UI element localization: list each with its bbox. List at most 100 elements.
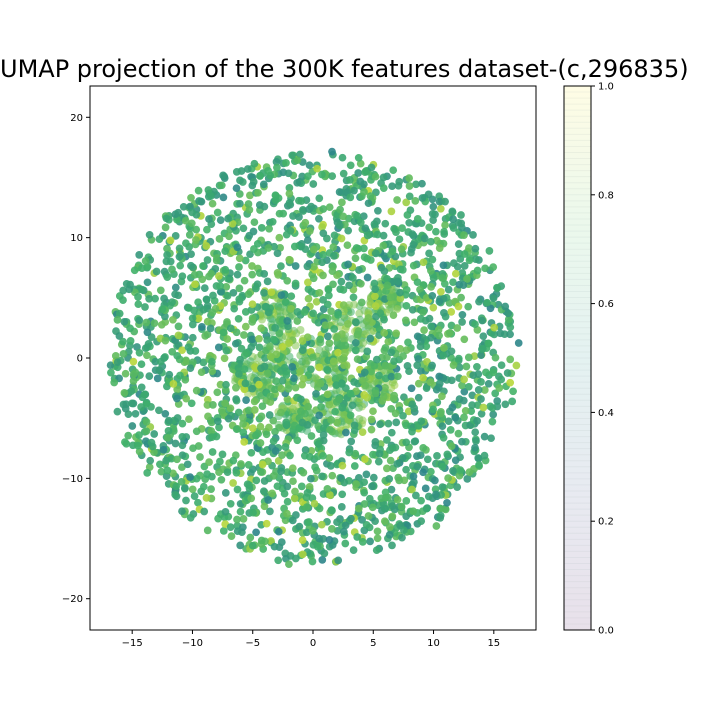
scatter-point (440, 279, 449, 288)
scatter-point (142, 427, 151, 436)
scatter-point (444, 474, 452, 482)
scatter-point (370, 361, 379, 370)
scatter-point (402, 198, 411, 207)
scatter-point (301, 218, 310, 227)
scatter-point (213, 208, 222, 217)
scatter-point (203, 330, 212, 339)
scatter-point (334, 348, 342, 357)
scatter-point (393, 305, 402, 313)
scatter-point (171, 490, 180, 499)
scatter-point (362, 470, 371, 479)
scatter-point (309, 245, 318, 254)
scatter-point (419, 308, 427, 317)
scatter-point (277, 538, 286, 546)
scatter-point (248, 424, 257, 433)
scatter-point (248, 270, 257, 279)
scatter-point (143, 278, 152, 287)
scatter-point (113, 358, 122, 367)
scatter-point (273, 249, 282, 258)
scatter-point (293, 436, 302, 445)
scatter-point (181, 375, 190, 384)
scatter-point (142, 417, 151, 426)
scatter-point (440, 344, 448, 352)
scatter-point (160, 294, 168, 303)
scatter-point (427, 237, 435, 246)
scatter-point (315, 411, 323, 420)
scatter-point (346, 389, 355, 398)
scatter-point (384, 419, 393, 428)
scatter-point (245, 206, 254, 214)
scatter-point (358, 538, 367, 546)
scatter-point (341, 539, 350, 548)
scatter-point (260, 502, 269, 511)
scatter-point (283, 482, 292, 491)
scatter-point (454, 354, 463, 363)
scatter-point (219, 193, 228, 202)
scatter-point (235, 263, 243, 271)
scatter-point (284, 384, 293, 393)
scatter-point (163, 433, 172, 442)
scatter-point (178, 451, 187, 460)
scatter-point (140, 390, 149, 399)
scatter-point (289, 212, 297, 220)
scatter-point (335, 188, 344, 196)
scatter-point (360, 478, 369, 487)
scatter-point (296, 367, 304, 376)
scatter-point (258, 402, 267, 411)
scatter-point (460, 250, 469, 258)
scatter-point (439, 351, 448, 360)
scatter-point (501, 302, 510, 311)
scatter-point (458, 310, 467, 319)
scatter-point (178, 507, 186, 516)
scatter-point (250, 406, 259, 414)
scatter-point (269, 335, 278, 344)
scatter-point (419, 444, 428, 452)
scatter-point (504, 315, 513, 324)
scatter-point (135, 447, 144, 456)
scatter-point (474, 370, 483, 378)
scatter-point (427, 333, 435, 342)
scatter-point (242, 396, 250, 404)
scatter-point (372, 355, 381, 364)
scatter-point (335, 221, 344, 230)
scatter-point (295, 213, 303, 221)
scatter-point (316, 335, 325, 344)
scatter-point (145, 230, 154, 239)
scatter-point (379, 184, 388, 192)
scatter-point (340, 410, 349, 419)
scatter-point (216, 282, 224, 290)
scatter-point (138, 285, 147, 294)
scatter-point (349, 293, 358, 302)
scatter-point (183, 460, 192, 469)
scatter-point (219, 171, 227, 180)
scatter-point (315, 363, 324, 372)
scatter-point (351, 449, 360, 458)
scatter-point (186, 473, 194, 481)
scatter-point (194, 498, 202, 507)
scatter-point (367, 415, 376, 424)
x-axis: −15 −10 −5 0 5 10 15 (122, 630, 500, 649)
scatter-point (428, 209, 437, 218)
y-tick-label: 0 (77, 354, 83, 365)
scatter-point (199, 262, 207, 270)
scatter-point (178, 441, 187, 450)
scatter-point (299, 374, 308, 383)
scatter-point (182, 357, 190, 366)
scatter-point (291, 487, 299, 496)
scatter-point (308, 526, 317, 535)
scatter-point (232, 395, 240, 403)
scatter-point (128, 399, 136, 408)
scatter-point (464, 382, 473, 391)
scatter-point (286, 451, 294, 460)
scatter-point (221, 507, 230, 516)
scatter-point (241, 256, 250, 265)
scatter-point (329, 357, 338, 366)
scatter-point (283, 509, 291, 518)
scatter-point (341, 521, 350, 530)
scatter-point (257, 468, 265, 476)
scatter-point (215, 468, 223, 477)
colorbar-tick-label: 0.8 (598, 190, 614, 201)
scatter-point (439, 433, 448, 442)
scatter-point (135, 431, 143, 439)
scatter-point (281, 298, 290, 307)
